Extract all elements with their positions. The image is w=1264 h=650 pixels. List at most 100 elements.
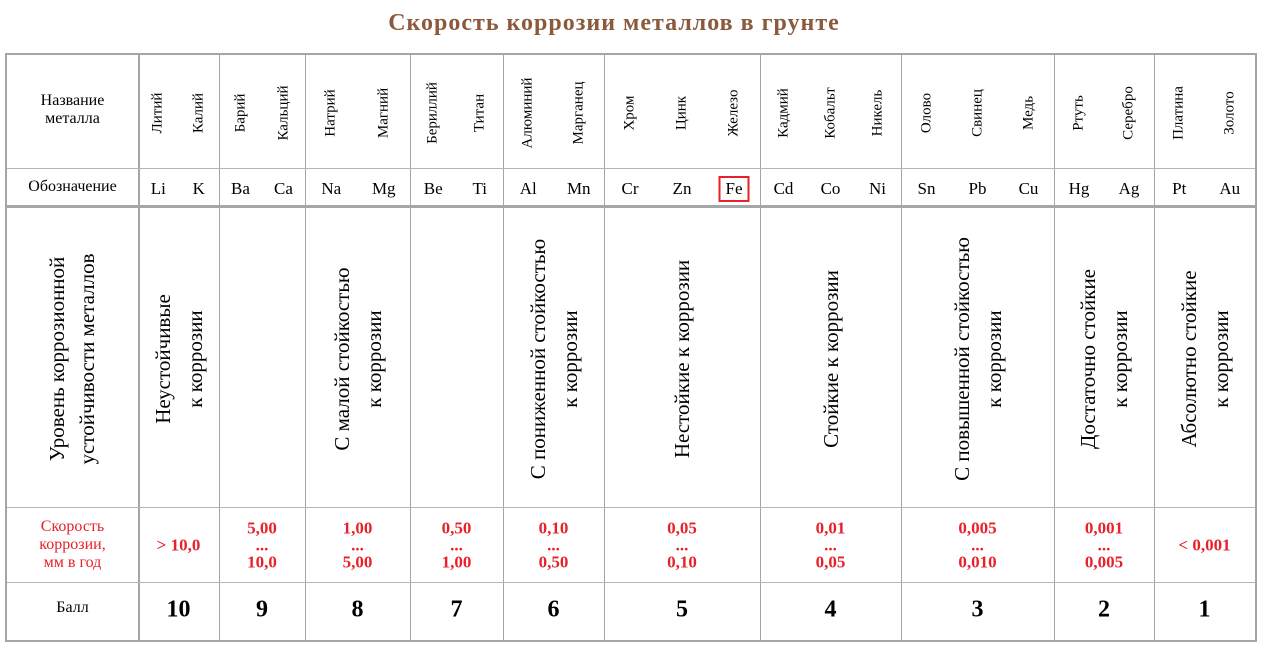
metal-name: Алюминий — [519, 77, 536, 149]
level-line: Неустойчивые — [150, 294, 175, 424]
metal-symbol: Hg — [1068, 179, 1090, 198]
rate-line: 0,50 — [441, 518, 472, 537]
rate-line: ... — [255, 535, 269, 554]
corrosion-rate: < 0,001 — [1178, 536, 1230, 553]
corrosion-rate: 0,005... 0,010 — [958, 519, 996, 570]
rate-line: ... — [675, 535, 689, 554]
rate-line: 0,05 — [667, 518, 697, 537]
row-label-text: Скорость коррозии, мм в год — [39, 518, 105, 572]
row-label-text: Название металла — [41, 92, 105, 128]
row-divider-thick — [7, 205, 1255, 208]
level-line: Уровень коррозионной — [45, 256, 69, 462]
metal-name: Бериллий — [424, 82, 441, 144]
score-value: 6 — [547, 596, 560, 623]
metal-symbol: Be — [423, 179, 443, 198]
metal-name: Калий — [190, 92, 207, 134]
metal-name: Свинец — [969, 89, 985, 137]
rate-line: < 0,001 — [1178, 535, 1231, 554]
corrosion-level: Достаточно стойкие к коррозии — [1072, 269, 1136, 449]
corrosion-rate: 0,01... 0,05 — [816, 519, 846, 570]
metal-symbol: Au — [1219, 179, 1241, 198]
score-value: 10 — [166, 596, 191, 623]
rate-line: ... — [547, 535, 560, 554]
rate-line: ... — [450, 535, 463, 554]
metal-symbol: Mg — [371, 179, 396, 198]
rate-line: > 10,0 — [156, 535, 201, 554]
metal-symbol: Pt — [1172, 179, 1187, 198]
column-divider — [305, 55, 306, 640]
column-divider — [138, 55, 140, 640]
metal-symbol: Cu — [1018, 179, 1039, 198]
row-label-line: Скорость — [40, 517, 105, 535]
level-line: к коррозии — [557, 310, 582, 408]
rate-line: 1,00 — [441, 552, 472, 571]
corrosion-level: Неустойчивые к коррозии — [147, 294, 211, 424]
corrosion-level: Стойкие к коррозии — [815, 270, 847, 448]
metal-symbol: Al — [519, 179, 537, 198]
level-line: Стойкие к коррозии — [818, 270, 843, 448]
score-value: 4 — [824, 596, 837, 623]
metal-symbol: Cr — [621, 179, 639, 198]
metal-symbol: Ni — [869, 179, 886, 198]
metal-symbol: K — [192, 179, 205, 198]
row-label-name: Название металла — [7, 75, 138, 145]
rate-line: 0,001 — [1084, 518, 1124, 537]
metal-name: Натрий — [322, 89, 339, 137]
rate-line: 10,0 — [247, 552, 277, 571]
metal-symbol: Co — [820, 179, 841, 198]
metal-symbol: Ti — [472, 179, 488, 198]
rate-line: 0,010 — [958, 552, 997, 571]
metal-name: Кобальт — [822, 87, 838, 139]
score-value: 1 — [1198, 596, 1211, 623]
metal-symbol: Mn — [566, 179, 591, 198]
score-value: 2 — [1098, 596, 1110, 623]
level-line: к коррозии — [1208, 310, 1233, 408]
score-value: 5 — [676, 596, 688, 623]
row-label-score: Балл — [7, 582, 138, 634]
metal-name: Ртуть — [1070, 95, 1087, 131]
corrosion-level: С пониженной стойкостью к коррозии — [522, 239, 586, 479]
score-value: 8 — [351, 596, 364, 623]
corrosion-level: С малой стойкостью к коррозии — [326, 267, 390, 450]
metal-name: Магний — [375, 87, 392, 139]
rate-line: 0,005 — [958, 518, 997, 537]
metal-name: Медь — [1020, 95, 1036, 131]
row-label-line: Обозначение — [28, 177, 117, 195]
column-divider — [219, 55, 220, 640]
rate-line: ... — [1097, 535, 1111, 554]
page-title: Скорость коррозии металлов в грунте — [388, 10, 840, 36]
metal-name: Железо — [725, 89, 742, 137]
metal-name: Золото — [1221, 91, 1238, 135]
score-value: 3 — [971, 596, 984, 623]
level-line: к коррозии — [361, 310, 386, 408]
column-divider — [503, 55, 504, 640]
metal-name: Хром — [621, 95, 638, 131]
metal-name: Никель — [869, 89, 885, 137]
row-label-level: Уровень коррозионной устойчивости металло… — [42, 254, 102, 465]
corrosion-rate: 5,00... 10,0 — [247, 519, 277, 570]
metal-name: Титан — [471, 93, 488, 133]
row-label-symbol: Обозначение — [7, 168, 138, 205]
level-line: С повышенной стойкостью — [949, 237, 974, 481]
metal-symbol: Fe — [718, 176, 750, 202]
metal-name: Платина — [1170, 86, 1187, 140]
column-divider — [901, 55, 902, 640]
corrosion-level: С повышенной стойкостью к коррозии — [946, 237, 1010, 481]
rate-line: ... — [351, 535, 364, 554]
row-divider — [7, 168, 1255, 169]
rate-line: ... — [824, 535, 837, 554]
score-value: 9 — [256, 596, 268, 623]
metal-name: Серебро — [1120, 86, 1137, 140]
level-line: Нестойкие к коррозии — [670, 259, 694, 459]
metal-symbol: Zn — [672, 179, 692, 198]
column-divider — [604, 55, 605, 640]
metal-symbol: Ba — [231, 179, 250, 198]
column-divider — [760, 55, 761, 640]
metal-name: Кадмий — [775, 88, 791, 138]
rate-line: 0,10 — [667, 552, 697, 571]
metal-name: Цинк — [673, 95, 690, 131]
table-frame — [5, 53, 1257, 642]
metal-name: Барий — [232, 93, 248, 133]
rate-line: 1,00 — [342, 518, 373, 537]
rate-line: 0,05 — [815, 552, 846, 571]
